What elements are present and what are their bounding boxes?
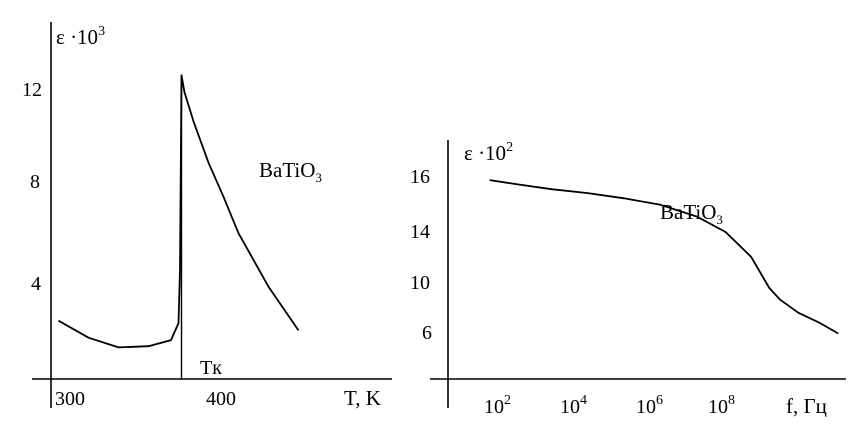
left-series-line: [58, 74, 300, 349]
curie-temperature-label: Tк: [200, 357, 222, 379]
left-x-tick-300: 300: [55, 388, 85, 410]
left-x-axis-label: T, K: [344, 386, 381, 410]
left-chart: ε ·103 12 8 4 300 400 T, K Tк BaTiO3: [22, 22, 392, 410]
left-y-tick-4: 4: [31, 273, 41, 295]
right-y-axis-label: ε ·102: [464, 140, 513, 165]
left-y-tick-12: 12: [22, 79, 42, 101]
right-y-tick-14: 14: [410, 221, 430, 243]
right-x-tick-1e8: 108: [708, 393, 735, 418]
right-x-axis-label: f, Гц: [786, 394, 827, 418]
left-y-axis-label: ε ·103: [56, 24, 105, 49]
left-batio3-label: BaTiO3: [259, 158, 322, 185]
right-series-line: [489, 179, 839, 335]
right-y-tick-16: 16: [410, 166, 430, 188]
right-y-tick-10: 10: [410, 272, 430, 294]
right-y-tick-6: 6: [422, 322, 432, 344]
left-y-tick-8: 8: [30, 171, 40, 193]
right-x-tick-1e4: 104: [560, 393, 587, 418]
right-x-tick-1e6: 106: [636, 393, 663, 418]
right-chart: ε ·102 16 14 10 6 102 104 106 108 f, Гц …: [410, 140, 846, 418]
right-x-tick-1e2: 102: [484, 393, 511, 418]
left-x-tick-400: 400: [206, 388, 236, 410]
right-batio3-label: BaTiO3: [660, 200, 723, 227]
